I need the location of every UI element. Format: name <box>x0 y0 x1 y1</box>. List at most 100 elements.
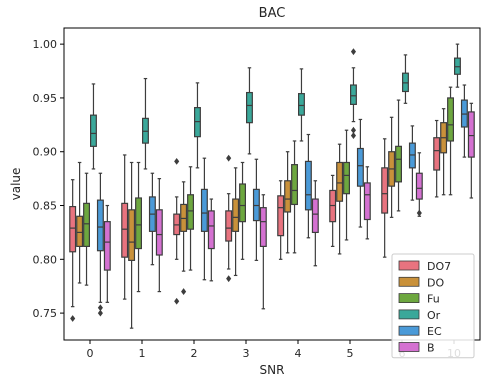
box-iqr <box>225 210 233 242</box>
box-DO-snr-6 <box>388 116 396 218</box>
box-DO-snr-1 <box>128 161 136 329</box>
box-B-snr-4 <box>311 180 319 267</box>
outlier-point <box>350 126 357 134</box>
box-iqr <box>239 183 247 223</box>
box-iqr <box>363 182 371 221</box>
box-EC-snr-3 <box>252 158 260 261</box>
x-tick-label: 4 <box>295 347 302 360</box>
legend-swatch-DO7 <box>398 260 420 271</box>
legend: DO7 DO Fu Or EC B <box>391 253 475 359</box>
outlier-point <box>174 297 180 305</box>
x-tick-label: 1 <box>139 347 146 360</box>
box-iqr <box>343 161 350 195</box>
outlier-point <box>350 132 357 139</box>
box-Or-snr-10 <box>454 43 461 88</box>
outlier-point <box>70 315 76 322</box>
box-Fu-snr-5 <box>343 129 350 241</box>
box-Fu-snr-2 <box>187 166 195 271</box>
legend-label-Or: Or <box>427 309 441 322</box>
y-axis-label: value <box>9 168 23 201</box>
box-iqr <box>121 202 129 258</box>
box-B-snr-6 <box>415 152 423 217</box>
outlier-point <box>97 304 103 312</box>
box-iqr <box>311 198 319 234</box>
box-iqr <box>128 209 136 261</box>
box-iqr <box>207 210 215 250</box>
box-EC-snr-10 <box>460 84 468 158</box>
box-Fu-snr-3 <box>239 161 247 260</box>
outlier-point <box>350 48 357 56</box>
box-Fu-snr-6 <box>395 99 402 212</box>
box-EC-snr-6 <box>408 125 416 201</box>
box-iqr <box>298 93 305 116</box>
box-Or-snr-1 <box>142 77 149 170</box>
box-Fu-snr-10 <box>447 86 454 196</box>
chart-title: BAC <box>259 6 286 21</box>
box-DO-snr-10 <box>440 108 448 196</box>
box-iqr <box>304 160 312 211</box>
box-iqr <box>259 207 267 247</box>
box-iqr <box>381 167 389 214</box>
box-iqr <box>232 198 240 232</box>
box-iqr <box>415 172 423 200</box>
legend-label-Fu: Fu <box>427 293 440 306</box>
outlier-point <box>226 275 232 283</box>
y-tick-label: 0.80 <box>33 253 58 266</box>
box-B-snr-2 <box>207 198 215 282</box>
legend-swatch-Or <box>398 309 420 320</box>
box-DO7-snr-4 <box>277 180 285 260</box>
box-Or-snr-3 <box>246 67 253 155</box>
box-DO7-snr-6 <box>381 138 389 258</box>
box-iqr <box>291 164 298 206</box>
box-B-snr-0 <box>103 204 111 303</box>
box-iqr <box>467 111 475 158</box>
x-tick-label: 0 <box>87 347 94 360</box>
y-tick-label: 1.00 <box>33 38 58 51</box>
box-Fu-snr-1 <box>135 161 143 293</box>
plot-area-frame <box>63 27 481 341</box>
x-axis-label: SNR <box>260 363 285 377</box>
outlier-point <box>174 158 180 165</box>
x-tick-label: 5 <box>347 347 354 360</box>
box-iqr <box>155 209 163 256</box>
box-B-snr-1 <box>155 178 163 293</box>
box-iqr <box>395 145 402 183</box>
y-tick-label: 0.85 <box>33 200 58 213</box>
legend-swatch-Fu <box>398 293 420 304</box>
box-iqr <box>284 180 292 213</box>
legend-swatch-DO <box>398 276 420 287</box>
legend-label-B: B <box>427 342 435 355</box>
box-DO-snr-2 <box>180 181 188 295</box>
box-iqr <box>433 137 441 171</box>
legend-label-DO7: DO7 <box>427 260 451 273</box>
box-Fu-snr-4 <box>291 140 298 254</box>
box-DO-snr-3 <box>232 167 240 277</box>
legend-label-EC: EC <box>427 325 442 338</box>
box-DO7-snr-3 <box>225 154 233 283</box>
legend-label-DO: DO <box>427 276 444 289</box>
box-iqr <box>103 221 111 271</box>
box-EC-snr-1 <box>148 172 156 266</box>
box-iqr <box>96 199 104 252</box>
box-DO7-snr-10 <box>433 119 441 198</box>
x-tick-label: 3 <box>243 347 250 360</box>
box-EC-snr-5 <box>356 118 364 228</box>
outlier-point <box>416 209 422 217</box>
box-DO-snr-5 <box>336 143 344 255</box>
box-B-snr-5 <box>363 166 371 240</box>
box-iqr <box>76 215 84 248</box>
legend-swatch-EC <box>398 325 420 336</box>
y-tick-label: 0.75 <box>33 307 58 320</box>
box-Or-snr-6 <box>402 54 409 104</box>
box-B-snr-10 <box>467 102 475 199</box>
box-DO7-snr-2 <box>173 158 181 305</box>
box-Fu-snr-0 <box>83 172 90 286</box>
box-Or-snr-5 <box>350 48 357 139</box>
box-iqr <box>83 202 90 248</box>
box-Or-snr-0 <box>89 83 97 170</box>
box-DO7-snr-0 <box>69 179 77 322</box>
box-EC-snr-0 <box>96 172 104 317</box>
box-iqr <box>447 97 454 142</box>
box-iqr <box>89 114 97 147</box>
